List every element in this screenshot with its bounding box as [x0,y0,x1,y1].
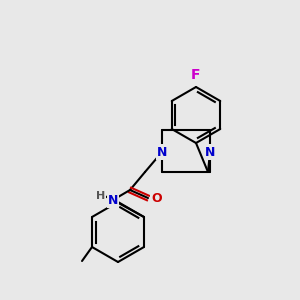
Text: F: F [191,68,201,82]
Text: N: N [157,146,167,158]
Text: N: N [205,146,215,158]
Text: H: H [96,191,105,201]
Text: O: O [152,191,162,205]
Text: N: N [108,194,118,206]
